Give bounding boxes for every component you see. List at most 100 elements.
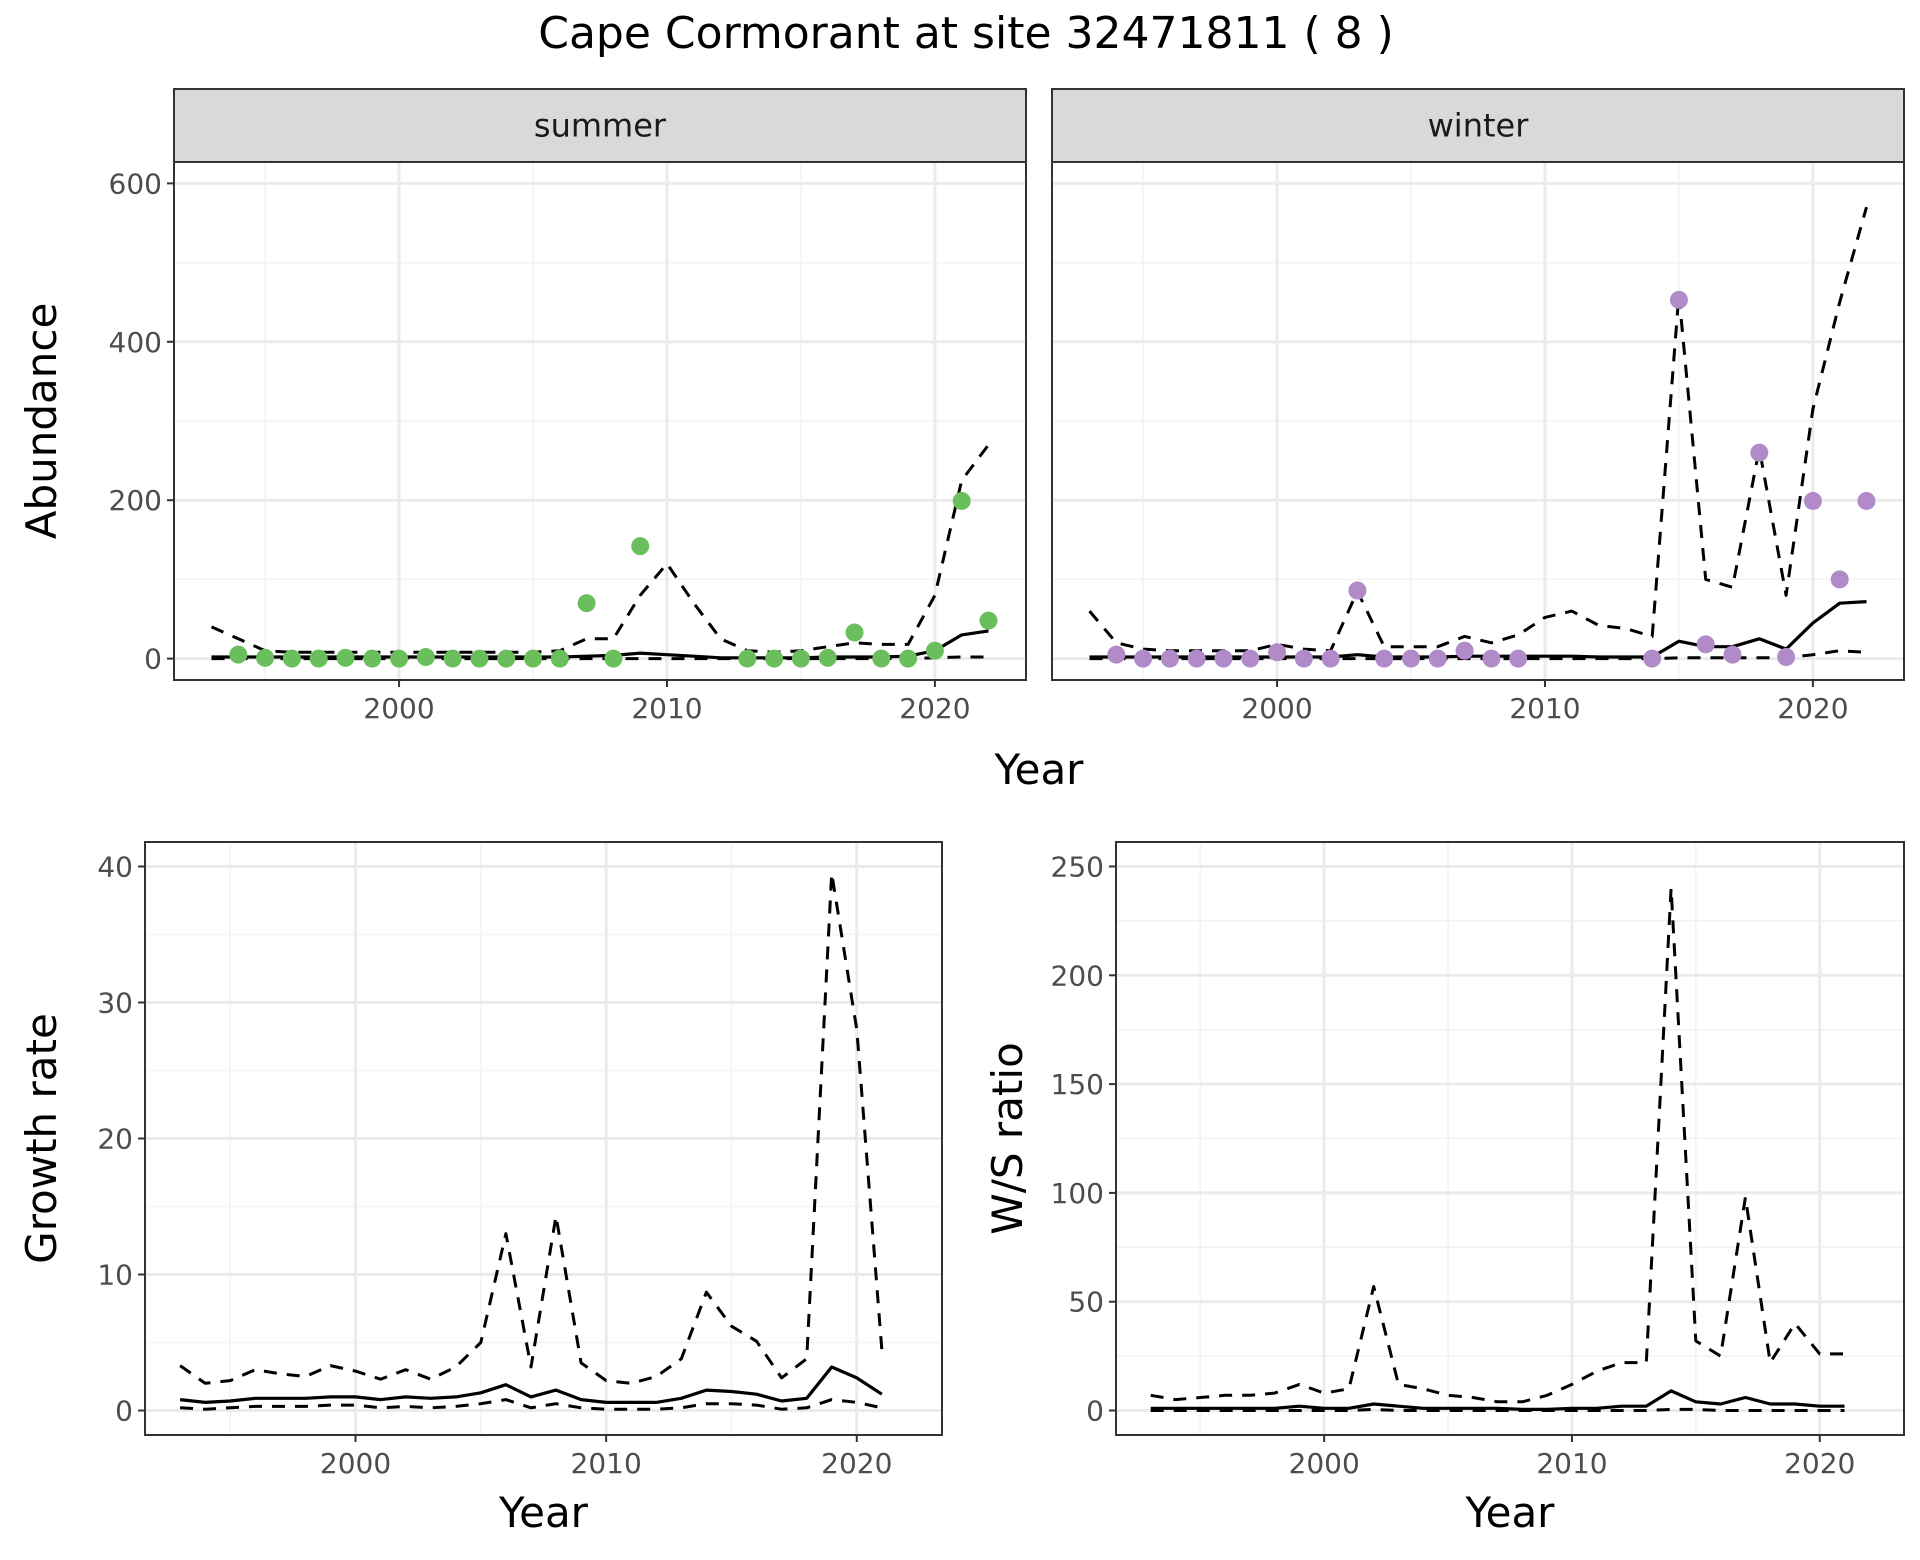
abundance-summer-panel: summer 2000 2010 2020 0 200 400 600 [109, 88, 1027, 725]
abundance-summer-data-point [524, 649, 543, 668]
growth-rate-ci-high-line [179, 871, 884, 1385]
abundance-summer-data-point [738, 649, 757, 668]
abundance-summer-data-point [872, 649, 891, 668]
abundance-y-axis-title: Abundance [17, 303, 66, 540]
figure-title: Cape Cormorant at site 32471811 ( 8 ) [538, 8, 1394, 59]
abundance-summer-data-point [765, 649, 784, 668]
abundance-summer-y-tick-label: 400 [109, 326, 162, 359]
abundance-winter-data-point [1428, 649, 1447, 668]
abundance-winter-data-point [1723, 645, 1742, 664]
abundance-winter-data-point [1777, 648, 1796, 667]
ws-ratio-y-tick-label: 50 [1068, 1286, 1104, 1319]
growth-rate-y-tick-label: 20 [97, 1123, 133, 1156]
abundance-summer-x-tick-label: 2020 [899, 692, 970, 725]
ws-ratio-x-tick-label: 2020 [1784, 1447, 1855, 1480]
abundance-winter-data-point [1348, 581, 1367, 600]
abundance-summer-y-tick-label: 600 [109, 167, 162, 200]
ws-ratio-panel: 2000 2010 2020 0 50 100 150 200 250 Year W/S ratio [983, 841, 1905, 1537]
abundance-winter-data-point [1482, 649, 1501, 668]
growth-rate-y-axis-title: Growth rate [17, 1013, 66, 1264]
abundance-winter-data-point [1134, 649, 1153, 668]
abundance-summer-strip [173, 88, 1027, 163]
abundance-winter-data-point [1830, 570, 1849, 589]
abundance-winter-strip-label: winter [1428, 107, 1530, 145]
abundance-winter-data-point [1214, 649, 1233, 668]
ws-ratio-y-tick-label: 100 [1051, 1177, 1104, 1210]
ws-ratio-x-tick-label: 2000 [1289, 1447, 1360, 1480]
abundance-winter-data-point [1187, 649, 1206, 668]
abundance-winter-data-point [1509, 649, 1528, 668]
ws-ratio-ci-low-line [1150, 1407, 1845, 1412]
abundance-summer-data-point [952, 491, 971, 510]
ws-ratio-y-tick-label: 150 [1051, 1068, 1104, 1101]
abundance-summer-data-point [416, 648, 435, 667]
abundance-winter-x-tick-label: 2000 [1241, 692, 1312, 725]
abundance-summer-data-point [791, 649, 810, 668]
abundance-winter-data-point [1241, 649, 1260, 668]
abundance-winter-data-point [1643, 649, 1662, 668]
abundance-summer-strip-label: summer [534, 107, 667, 145]
growth-rate-y-tick-label: 10 [97, 1259, 133, 1292]
abundance-summer-data-point [336, 648, 355, 667]
growth-rate-x-tick-label: 2000 [320, 1447, 391, 1480]
abundance-summer-data-point [229, 645, 248, 664]
ws-ratio-x-tick-label: 2010 [1536, 1447, 1607, 1480]
abundance-winter-data-point [1750, 443, 1769, 462]
abundance-summer-x-tick-label: 2010 [631, 692, 702, 725]
abundance-summer-data-point [256, 648, 275, 667]
ws-ratio-estimate-line [1150, 1389, 1845, 1411]
abundance-winter-x-tick-label: 2020 [1777, 692, 1848, 725]
abundance-summer-data-point [497, 649, 516, 668]
abundance-summer-data-point [925, 641, 944, 660]
abundance-summer-data-point [577, 594, 596, 613]
growth-rate-x-tick-label: 2010 [571, 1447, 642, 1480]
abundance-summer-data-point [899, 649, 918, 668]
abundance-summer-data-point [631, 537, 650, 556]
abundance-summer-data-point [443, 649, 462, 668]
abundance-winter-strip [1051, 88, 1905, 163]
ws-ratio-y-axis-title: W/S ratio [983, 1042, 1032, 1235]
ws-ratio-y-tick-label: 200 [1051, 959, 1104, 992]
growth-rate-y-tick-label: 0 [115, 1395, 133, 1428]
abundance-winter-data-point [1455, 641, 1474, 660]
abundance-winter-panel: winter 2000 2010 2020 [1051, 88, 1905, 725]
abundance-summer-y-tick-label: 0 [144, 643, 162, 676]
growth-rate-panel: 2000 2010 2020 0 10 20 30 40 Year Growth rate [17, 841, 943, 1537]
abundance-summer-y-tick-label: 200 [109, 484, 162, 517]
ws-ratio-ci-high-line [1150, 886, 1845, 1404]
abundance-winter-data-point [1160, 649, 1179, 668]
growth-rate-y-tick-label: 30 [97, 986, 133, 1019]
ws-ratio-panel-border [1115, 841, 1905, 1436]
growth-rate-x-axis-title: Year [498, 1488, 589, 1537]
abundance-x-axis-title: Year [994, 745, 1085, 794]
abundance-winter-data-point [1402, 649, 1421, 668]
growth-rate-ci-low-line [180, 1398, 883, 1411]
abundance-winter-data-point [1696, 635, 1715, 654]
abundance-winter-data-point [1107, 645, 1126, 664]
abundance-summer-data-point [282, 649, 301, 668]
abundance-summer-data-point [818, 648, 837, 667]
abundance-winter-data-point [1321, 649, 1340, 668]
abundance-winter-data-point [1375, 649, 1394, 668]
abundance-summer-data-point [390, 649, 409, 668]
abundance-winter-x-tick-label: 2010 [1509, 692, 1580, 725]
growth-rate-y-tick-label: 40 [97, 850, 133, 883]
abundance-winter-data-point [1294, 649, 1313, 668]
abundance-summer-data-point [470, 649, 489, 668]
abundance-summer-data-point [363, 649, 382, 668]
abundance-summer-data-point [979, 611, 998, 630]
abundance-winter-data-point [1669, 290, 1688, 309]
growth-rate-x-tick-label: 2020 [821, 1447, 892, 1480]
abundance-summer-data-point [845, 623, 864, 642]
abundance-winter-data-point [1857, 491, 1876, 510]
ws-ratio-x-axis-title: Year [1465, 1488, 1556, 1537]
ws-ratio-y-tick-label: 0 [1086, 1395, 1104, 1428]
abundance-summer-data-point [604, 649, 623, 668]
abundance-summer-data-point [550, 649, 569, 668]
abundance-winter-data-point [1803, 491, 1822, 510]
ws-ratio-y-tick-label: 250 [1051, 850, 1104, 883]
abundance-summer-x-tick-label: 2000 [363, 692, 434, 725]
abundance-winter-data-point [1268, 643, 1287, 662]
